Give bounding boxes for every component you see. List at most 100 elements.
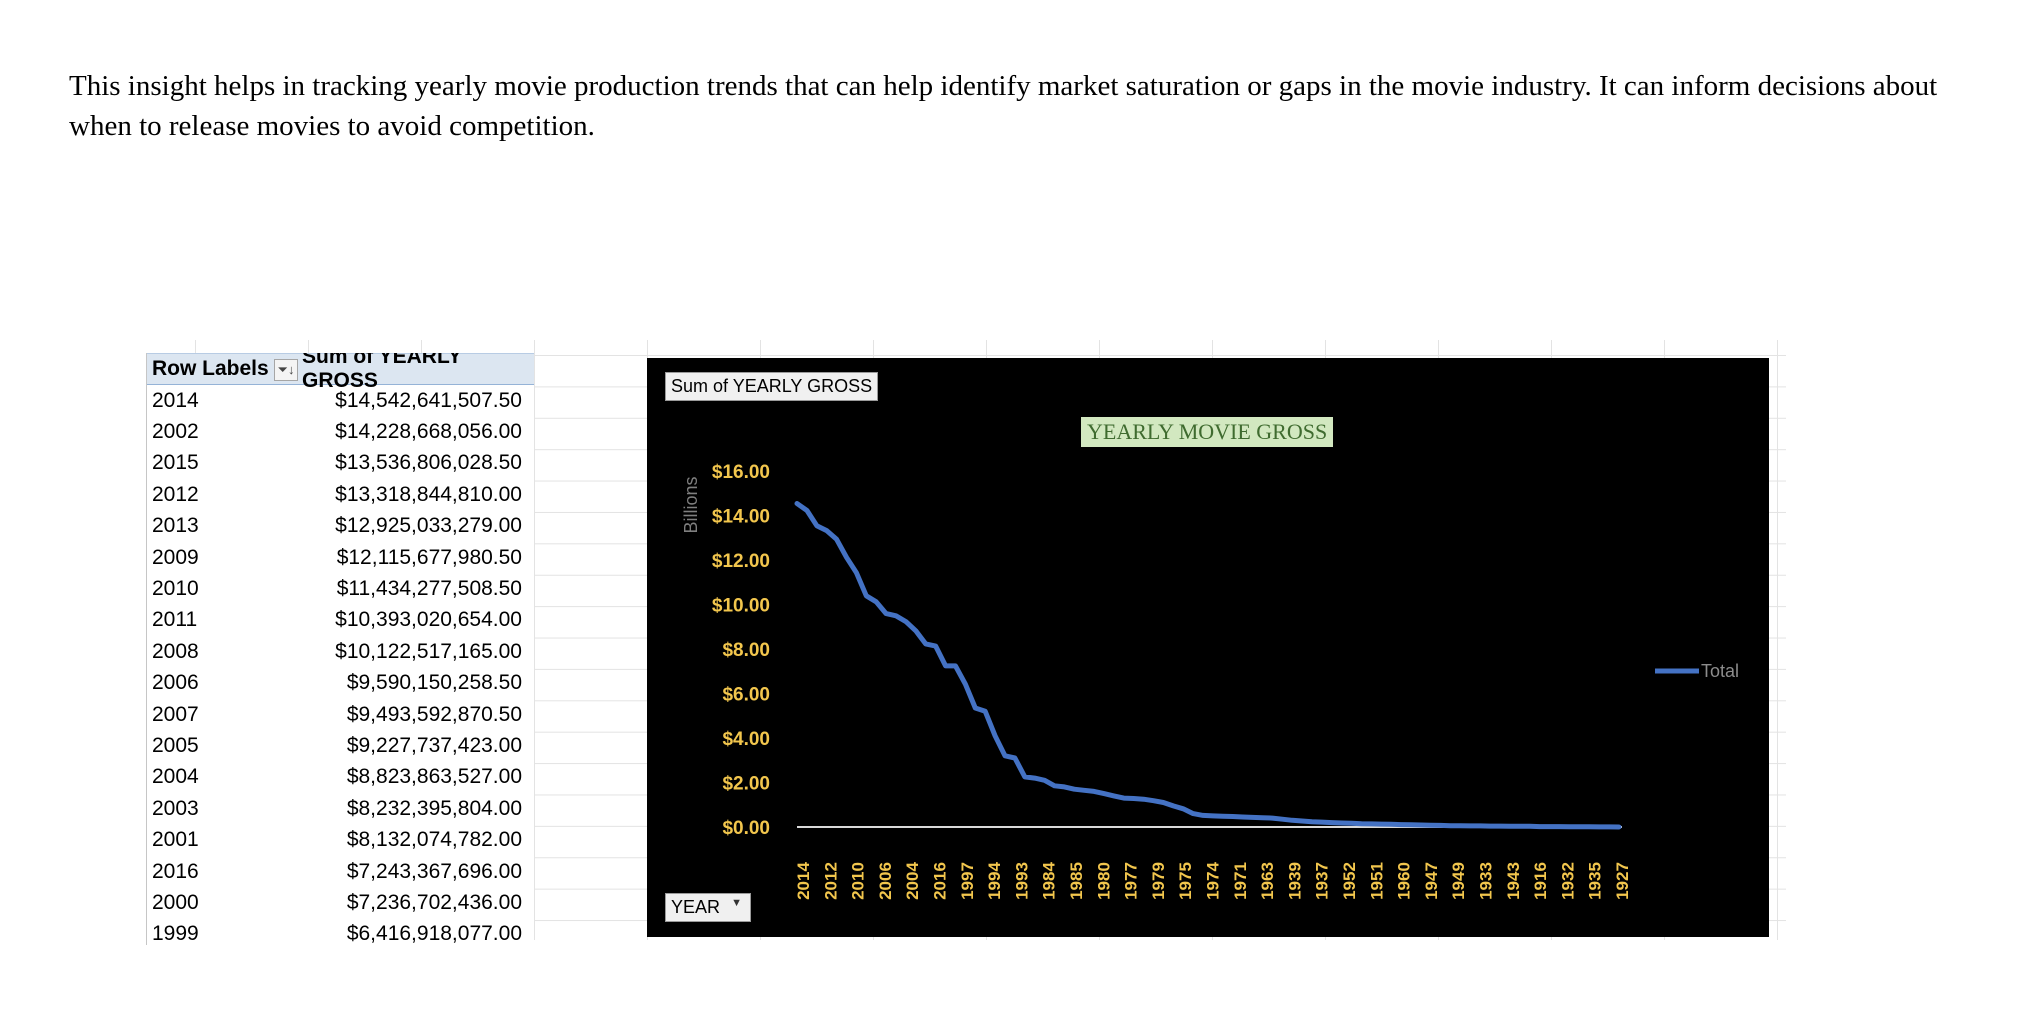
y-axis-units-label: Billions [681, 476, 701, 533]
x-tick-label: 1943 [1504, 862, 1523, 900]
x-tick-label: 2010 [849, 862, 868, 900]
x-tick-label: 1984 [1040, 862, 1059, 900]
table-row[interactable]: 2010 $11,434,277,508.50 [147, 573, 534, 604]
x-tick-label: 1916 [1531, 862, 1550, 900]
row-year: 1999 [152, 922, 199, 945]
x-tick-label: 1997 [958, 862, 977, 900]
series-line-total [794, 501, 1622, 830]
row-value: $9,227,737,423.00 [346, 733, 522, 757]
table-row[interactable]: 1999 $6,416,918,077.00 [147, 919, 534, 945]
table-row[interactable]: 2004 $8,823,863,527.00 [147, 762, 534, 793]
row-value: $8,132,074,782.00 [346, 828, 522, 852]
table-row[interactable]: 2006 $9,590,150,258.50 [147, 668, 534, 699]
table-row[interactable]: 2015 $13,536,806,028.50 [147, 448, 534, 479]
row-year: 2004 [152, 765, 199, 789]
x-tick-label: 1980 [1094, 862, 1113, 900]
insight-paragraph: This insight helps in tracking yearly mo… [69, 70, 1938, 142]
table-row[interactable]: 2013 $12,925,033,279.00 [147, 511, 534, 542]
pivot-chart[interactable]: Billions $16.00 $14.00 $12.00 $10.00 $8.00 $6.… [647, 358, 1769, 937]
pivot-header: Row Labels ⏷↓ Sum of YEARLY GROSS [147, 353, 534, 392]
y-tick-label: $2.00 [722, 774, 770, 795]
row-year: 2012 [152, 482, 199, 506]
x-tick-label: 1971 [1231, 862, 1250, 900]
row-value: $8,232,395,804.00 [346, 796, 522, 820]
x-tick-label: 2004 [903, 862, 922, 900]
row-value: $7,236,702,436.00 [346, 890, 522, 914]
x-tick-label: 1947 [1422, 862, 1441, 900]
x-tick-label: 1977 [1122, 862, 1141, 900]
x-tick-label: 1963 [1258, 862, 1277, 900]
row-year: 2014 [152, 388, 199, 412]
row-year: 2011 [152, 608, 198, 632]
table-row[interactable]: 2014 $14,542,641,507.50 [147, 385, 534, 416]
table-row[interactable]: 2005 $9,227,737,423.00 [147, 730, 534, 761]
row-labels-header[interactable]: Row Labels ⏷↓ [147, 354, 298, 384]
chevron-down-icon[interactable]: ▼ [731, 897, 743, 909]
row-year: 2015 [152, 451, 199, 475]
table-row[interactable]: 2007 $9,493,592,870.50 [147, 699, 534, 730]
table-row[interactable]: 2016 $7,243,367,696.00 [147, 856, 534, 887]
x-tick-label: 2006 [876, 862, 895, 900]
row-year: 2003 [152, 796, 199, 820]
row-year: 2009 [152, 545, 199, 569]
x-tick-label: 1974 [1204, 862, 1223, 900]
row-value: $9,590,150,258.50 [346, 671, 522, 695]
y-tick-label: $16.00 [712, 462, 770, 483]
row-year: 2006 [152, 671, 199, 695]
row-value: $12,925,033,279.00 [335, 514, 522, 538]
row-value: $12,115,677,980.50 [336, 545, 522, 569]
row-value: $8,823,863,527.00 [346, 765, 522, 789]
table-row[interactable]: 2008 $10,122,517,165.00 [147, 636, 534, 667]
y-tick-label: $14.00 [712, 507, 770, 528]
row-value: $7,243,367,696.00 [346, 859, 522, 883]
row-value: $6,416,918,077.00 [346, 922, 522, 945]
y-tick-label: $10.00 [712, 596, 770, 617]
table-row[interactable]: 2009 $12,115,677,980.50 [147, 542, 534, 573]
row-value: $10,122,517,165.00 [335, 639, 522, 663]
row-year: 2001 [152, 828, 199, 852]
row-year: 2000 [152, 890, 199, 914]
table-row[interactable]: 2003 $8,232,395,804.00 [147, 793, 534, 824]
y-tick-label: $6.00 [722, 685, 770, 706]
table-row[interactable]: 2012 $13,318,844,810.00 [147, 479, 534, 510]
x-tick-label: 1960 [1395, 862, 1414, 900]
row-value: $11,434,277,508.50 [336, 577, 522, 601]
x-tick-label: 1994 [985, 862, 1004, 900]
x-tick-label: 2012 [821, 862, 840, 900]
table-row[interactable]: 2011 $10,393,020,654.00 [147, 605, 534, 636]
x-tick-label: 2014 [794, 862, 813, 900]
chart-title[interactable]: YEARLY MOVIE GROSS [1081, 417, 1334, 447]
table-row[interactable]: 2000 $7,236,702,436.00 [147, 887, 534, 918]
row-year: 2007 [152, 702, 199, 726]
row-value: $13,536,806,028.50 [335, 451, 522, 475]
sort-descending-filter-icon[interactable]: ⏷↓ [274, 359, 298, 381]
x-tick-label: 1927 [1613, 862, 1632, 900]
row-value: $9,493,592,870.50 [346, 702, 522, 726]
chart-plot: Billions $16.00 $14.00 $12.00 $10.00 $8.00 $6.… [681, 462, 1739, 900]
row-year: 2002 [152, 420, 199, 444]
year-field-label: YEAR [671, 897, 721, 917]
x-tick-label: 1993 [1012, 862, 1031, 900]
y-tick-label: $0.00 [722, 818, 770, 839]
row-value: $14,228,668,056.00 [335, 420, 522, 444]
x-tick-label: 1979 [1149, 862, 1168, 900]
x-tick-label: 1952 [1340, 862, 1359, 900]
y-tick-label: $8.00 [722, 640, 770, 661]
row-value: $13,318,844,810.00 [335, 482, 522, 506]
sum-field-button[interactable]: Sum of YEARLY GROSS [665, 372, 879, 401]
row-year: 2008 [152, 639, 199, 663]
y-tick-label: $4.00 [722, 729, 770, 750]
x-tick-label: 1933 [1477, 862, 1496, 900]
table-row[interactable]: 2002 $14,228,668,056.00 [147, 416, 534, 447]
x-tick-label: 1937 [1313, 862, 1332, 900]
x-tick-label: 1939 [1285, 862, 1304, 900]
x-tick-label: 1932 [1558, 862, 1577, 900]
sum-header[interactable]: Sum of YEARLY GROSS [302, 353, 462, 392]
row-year: 2010 [152, 577, 199, 601]
table-row[interactable]: 2001 $8,132,074,782.00 [147, 824, 534, 855]
row-year: 2005 [152, 733, 199, 757]
y-tick-label: $12.00 [712, 551, 770, 572]
x-tick-label: 1975 [1176, 862, 1195, 900]
year-field-button[interactable]: YEAR ▼ [665, 893, 752, 922]
pivot-table: Row Labels ⏷↓ Sum of YEARLY GROSS 2014 $1… [146, 353, 534, 945]
